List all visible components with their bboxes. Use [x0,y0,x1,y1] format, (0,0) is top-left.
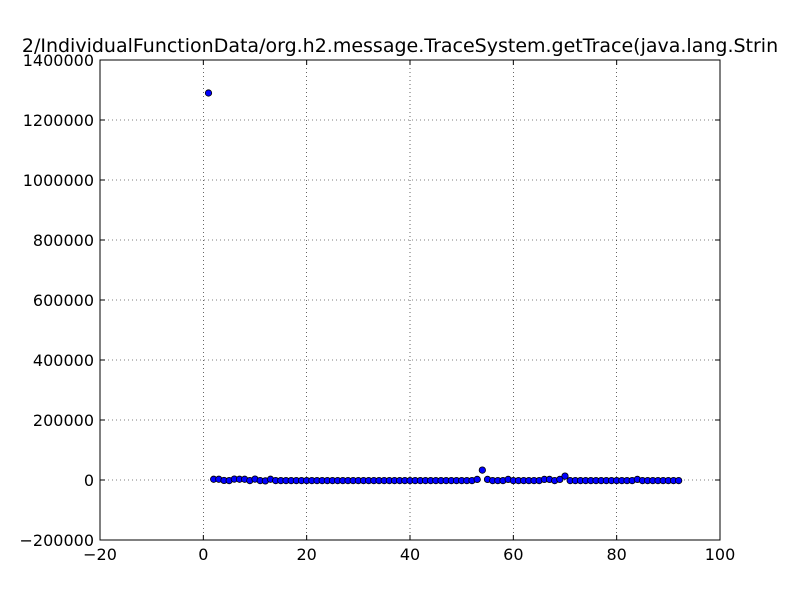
data-point [473,475,481,483]
data-points [204,89,683,485]
data-point [675,476,683,485]
y-tick-label: −200000 [20,531,94,550]
y-tick-label: 1400000 [23,51,94,70]
x-tick-label: 20 [296,545,316,564]
tick-labels: −20 0 20 40 60 80 100 −200000 0 200000 400000 60000… [20,51,736,564]
data-point [556,475,564,483]
plot-area-frame [99,59,721,541]
y-tick-label: 800000 [33,231,94,250]
x-tick-label: 80 [606,545,626,564]
y-tick-label: 600000 [33,291,94,310]
x-tick-label: 100 [705,545,736,564]
y-tick-label: 200000 [33,411,94,430]
data-point [204,89,213,97]
grid-lines [100,60,720,540]
data-point [561,472,569,480]
chart-title: 2/IndividualFunctionData/org.h2.message.… [22,35,778,57]
y-tick-label: 1200000 [23,111,94,130]
y-tick-label: 1000000 [23,171,94,190]
x-tick-label: 40 [400,545,420,564]
x-tick-label: 60 [503,545,523,564]
x-tick-label: −20 [83,545,117,564]
y-tick-label: 0 [84,471,94,490]
data-point [478,466,486,474]
x-tick-label: 0 [198,545,208,564]
y-tick-label: 400000 [33,351,94,370]
